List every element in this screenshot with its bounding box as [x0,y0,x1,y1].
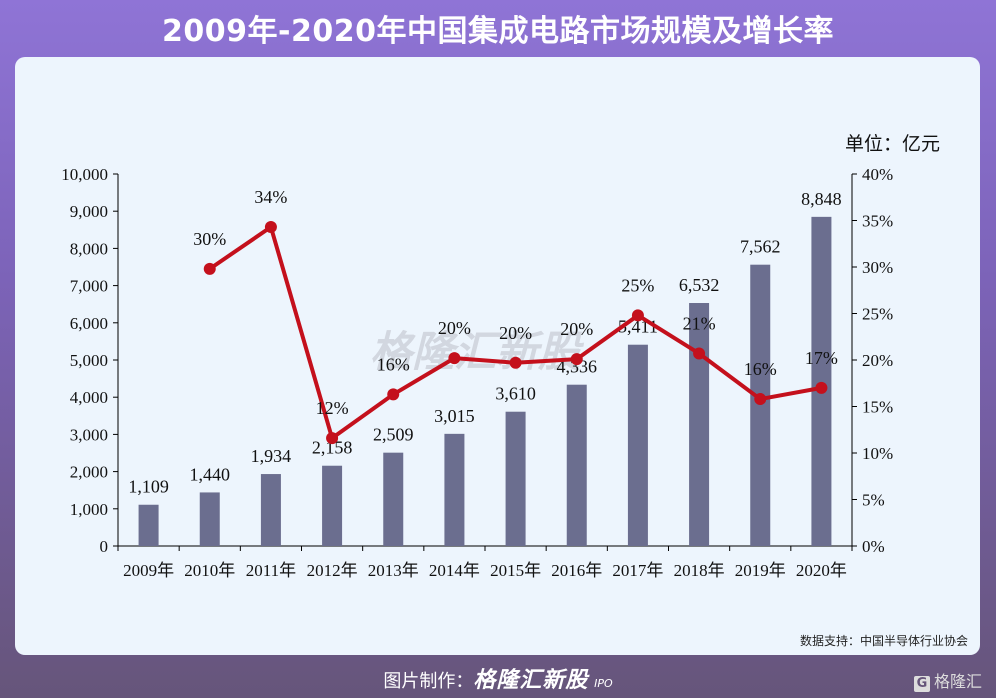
watermark: 格隆汇新股 [370,327,581,376]
bar [444,433,465,546]
x-tick-label: 2018年 [674,561,725,580]
footer-brand: 格隆汇新股 [473,668,589,693]
bar [689,303,710,546]
growth-point [631,309,644,322]
growth-point [326,432,339,445]
bar [566,384,587,546]
logo-icon: G [913,676,930,692]
y-right-tick-label: 30% [862,258,893,277]
footer-brand-sub: IPO [594,677,613,690]
bar-value-label: 6,532 [679,275,720,295]
growth-point [693,347,706,360]
bar-value-label: 1,934 [251,446,292,466]
growth-label: 16% [377,354,410,374]
x-tick-label: 2019年 [735,561,786,580]
unit-label: 单位：亿元 [845,133,940,155]
bar-value-label: 8,848 [801,189,842,209]
y-right-tick-label: 0% [862,537,885,556]
y-right-tick-label: 35% [862,212,893,231]
bar-value-label: 3,610 [495,384,536,404]
bar-value-label: 4,336 [557,357,598,377]
bar [750,264,771,546]
x-tick-label: 2009年 [123,561,174,580]
growth-point [387,388,400,401]
growth-label: 16% [744,359,777,379]
bar [199,492,220,546]
growth-point [570,353,583,366]
growth-point [815,381,828,394]
bar-value-label: 1,109 [128,477,169,497]
y-right-tick-label: 15% [862,398,893,417]
x-tick-label: 2020年 [796,561,847,580]
growth-label: 30% [193,229,226,249]
x-tick-label: 2017年 [612,561,663,580]
x-tick-label: 2015年 [490,561,541,580]
y-left-tick-label: 5,000 [70,351,108,370]
y-left-tick-label: 4,000 [70,388,108,407]
y-right-tick-label: 25% [862,305,893,324]
bar [260,474,281,546]
y-left-tick-label: 9,000 [70,202,108,221]
bar-value-label: 1,440 [190,464,231,484]
logo: G 格隆汇 [913,668,982,692]
bar [627,344,648,546]
growth-point [754,393,767,406]
x-tick-label: 2010年 [184,561,235,580]
x-tick-label: 2016年 [551,561,602,580]
y-left-tick-label: 8,000 [70,239,108,258]
bar-value-label: 7,562 [740,237,781,257]
bar [811,216,832,546]
bar [383,452,404,546]
bar-value-label: 2,509 [373,425,414,445]
footer-prefix: 图片制作： [383,671,474,692]
bar-value-label: 3,015 [434,406,475,426]
growth-label: 34% [254,187,287,207]
footer: 图片制作：格隆汇新股 IPO [0,662,996,694]
page-title: 2009年-2020年中国集成电路市场规模及增长率 [162,14,834,49]
growth-label: 20% [560,319,593,339]
growth-label: 12% [316,398,349,418]
y-left-tick-label: 0 [100,537,109,556]
growth-label: 25% [621,275,654,295]
y-left-tick-label: 10,000 [61,165,108,184]
growth-label: 17% [805,348,838,368]
y-left-tick-label: 3,000 [70,425,108,444]
x-tick-label: 2011年 [246,561,296,580]
bar [322,465,343,546]
bar [505,411,526,546]
logo-text: 格隆汇 [933,672,982,691]
y-right-tick-label: 10% [862,444,893,463]
growth-point [203,262,216,275]
y-right-tick-label: 5% [862,491,885,510]
growth-point [264,221,277,234]
source-note: 数据支持：中国半导体行业协会 [799,634,968,648]
x-tick-label: 2013年 [368,561,419,580]
y-right-tick-label: 20% [862,351,893,370]
y-right-tick-label: 40% [862,165,893,184]
x-tick-label: 2012年 [307,561,358,580]
growth-label: 21% [683,313,716,333]
x-tick-label: 2014年 [429,561,480,580]
y-left-tick-label: 7,000 [70,277,108,296]
bar [138,504,159,546]
y-left-tick-label: 1,000 [70,500,108,519]
growth-label: 20% [499,323,532,343]
growth-point [448,352,461,365]
growth-label: 20% [438,318,471,338]
y-left-tick-label: 6,000 [70,314,108,333]
bar-value-label: 2,158 [312,438,353,458]
y-left-tick-label: 2,000 [70,463,108,482]
growth-point [509,356,522,369]
